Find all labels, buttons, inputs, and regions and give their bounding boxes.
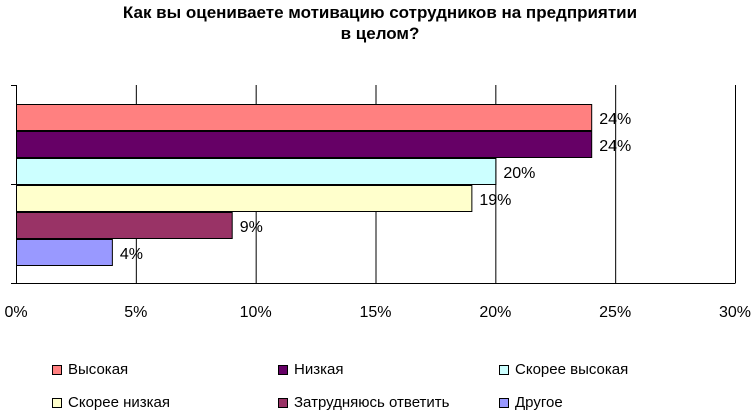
bar <box>16 212 233 239</box>
data-labels: 24% 24% 20% 19% 9% 4% <box>120 111 631 263</box>
x-tick-label: 25% <box>599 304 631 321</box>
data-label: 24% <box>599 138 631 155</box>
axes <box>11 85 736 284</box>
x-tick-label: 10% <box>240 304 272 321</box>
bars <box>16 104 593 266</box>
x-tick-label: 30% <box>719 304 751 321</box>
bar <box>16 158 497 185</box>
bar <box>16 239 113 266</box>
data-label: 20% <box>503 165 535 182</box>
chart-title-line-1: Как вы оцениваете мотивацию сотрудников … <box>123 3 637 22</box>
x-tick-label: 20% <box>479 304 511 321</box>
x-tick-label: 5% <box>124 304 147 321</box>
data-label: 9% <box>240 219 263 236</box>
data-label: 4% <box>120 246 143 263</box>
bar <box>16 131 593 158</box>
data-label: 24% <box>599 111 631 128</box>
x-tick-labels: 0% 5% 10% 15% 20% 25% 30% <box>4 304 751 321</box>
bar <box>16 185 473 212</box>
data-label: 19% <box>479 192 511 209</box>
bar <box>16 104 593 131</box>
chart-title-line-2: в целом? <box>341 24 420 43</box>
x-tick-label: 0% <box>4 304 27 321</box>
x-tick-label: 15% <box>359 304 391 321</box>
